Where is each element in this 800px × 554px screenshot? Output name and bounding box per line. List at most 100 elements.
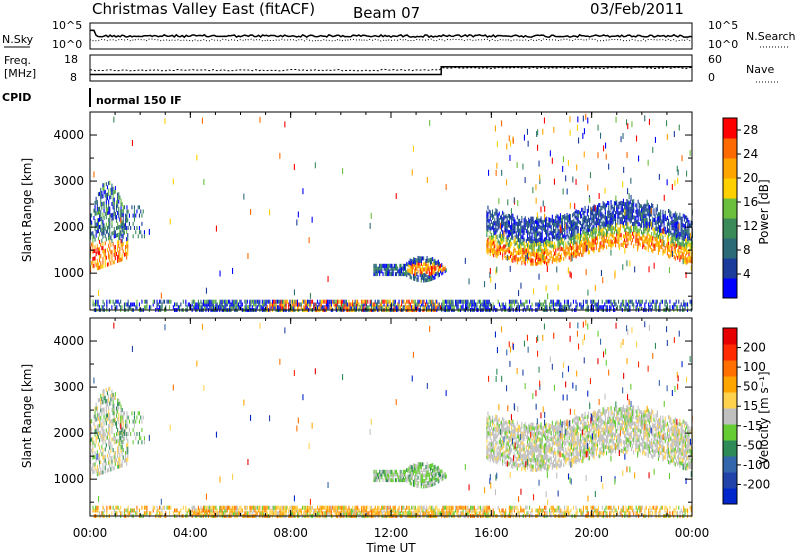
power-cell (608, 243, 610, 247)
velocity-cell (125, 451, 127, 455)
power-cell (296, 305, 298, 310)
power-cell (116, 215, 118, 220)
power-cell (494, 250, 496, 255)
power-cell (411, 270, 413, 275)
velocity-cell (275, 508, 277, 513)
power-cell (653, 243, 655, 248)
power-cell (502, 239, 504, 244)
power-cell (617, 211, 619, 216)
power-cell (358, 302, 360, 307)
power-cell (687, 221, 689, 225)
power-cell (345, 299, 347, 304)
power-cell (538, 237, 540, 242)
power-cell (533, 249, 535, 254)
power-cell (501, 169, 503, 176)
power-cell (574, 236, 576, 241)
power-cell (551, 214, 553, 219)
power-cell (105, 193, 107, 198)
power-cell (426, 256, 428, 260)
velocity-cell (250, 508, 252, 513)
power-cell (426, 305, 428, 310)
velocity-cell (101, 444, 103, 449)
power-cell (422, 267, 424, 272)
power-cell (622, 133, 624, 139)
power-cell (589, 218, 591, 222)
power-cell (556, 256, 558, 261)
power-cell (495, 250, 497, 255)
power-cell (258, 299, 260, 304)
power-cell (561, 247, 563, 252)
power-cell (674, 234, 676, 238)
power-cell (355, 302, 357, 307)
power-cell (561, 237, 563, 242)
power-cell (630, 202, 632, 207)
power-cell (554, 245, 556, 250)
power-cell (650, 206, 652, 211)
velocity-cell (111, 422, 113, 427)
power-cell (381, 266, 383, 271)
velocity-cell (246, 511, 248, 516)
power-cell (401, 272, 403, 277)
power-cell (590, 242, 592, 247)
power-cell (583, 220, 585, 225)
power-cell (524, 258, 526, 263)
power-cell (506, 254, 508, 261)
power-cell (645, 217, 647, 222)
velocity-cell (102, 462, 104, 467)
power-cell (549, 302, 551, 307)
power-cell (589, 240, 591, 245)
power-cell (685, 257, 687, 262)
velocity-cell (102, 448, 104, 453)
velocity-cell (125, 458, 127, 463)
power-cell (518, 290, 520, 297)
power-cell (580, 250, 582, 255)
power-cell (132, 302, 134, 307)
power-cell (96, 302, 98, 307)
power-cell (513, 246, 515, 251)
power-cell (399, 266, 401, 271)
power-cell (439, 305, 441, 310)
velocity-cell (123, 511, 125, 516)
power-cell (127, 302, 129, 307)
velocity-cell (126, 446, 128, 451)
power-cell (90, 217, 92, 222)
power-cell (519, 241, 521, 246)
power-cell (503, 215, 505, 220)
power-cell (654, 214, 656, 219)
power-cell (687, 250, 689, 254)
power-cell (233, 299, 235, 304)
power-cell (410, 267, 412, 272)
power-cell (148, 305, 150, 310)
power-cell (492, 225, 494, 230)
nsky-panel: N.Sky 10^5 10^0 10^5 10^0 N.Search (2, 19, 796, 51)
power-cell (626, 215, 628, 220)
power-cell (360, 305, 362, 310)
power-cell (663, 223, 665, 228)
power-cell (595, 242, 597, 247)
power-cell (651, 248, 653, 252)
colorbar-swatch (723, 218, 737, 239)
power-cell (601, 205, 603, 210)
power-cell (211, 305, 213, 310)
power-cell (555, 257, 557, 262)
power-cell (419, 305, 421, 310)
velocity-cell (96, 417, 98, 422)
velocity-cell (118, 412, 120, 417)
power-cell (392, 302, 394, 307)
power-cell (682, 233, 684, 237)
power-cell (121, 224, 123, 229)
power-cell (503, 212, 505, 217)
power-cell (657, 228, 659, 233)
power-cell (497, 216, 499, 221)
power-cell (442, 270, 444, 275)
power-cell (619, 230, 621, 235)
velocity-cell (136, 508, 138, 513)
power-cell (664, 213, 666, 218)
velocity-cell (210, 505, 212, 510)
power-cell (293, 299, 295, 304)
power-cell (660, 209, 662, 214)
power-cell (545, 230, 547, 235)
velocity-cell (154, 505, 156, 510)
power-cell (508, 135, 510, 142)
power-cell (549, 224, 551, 229)
